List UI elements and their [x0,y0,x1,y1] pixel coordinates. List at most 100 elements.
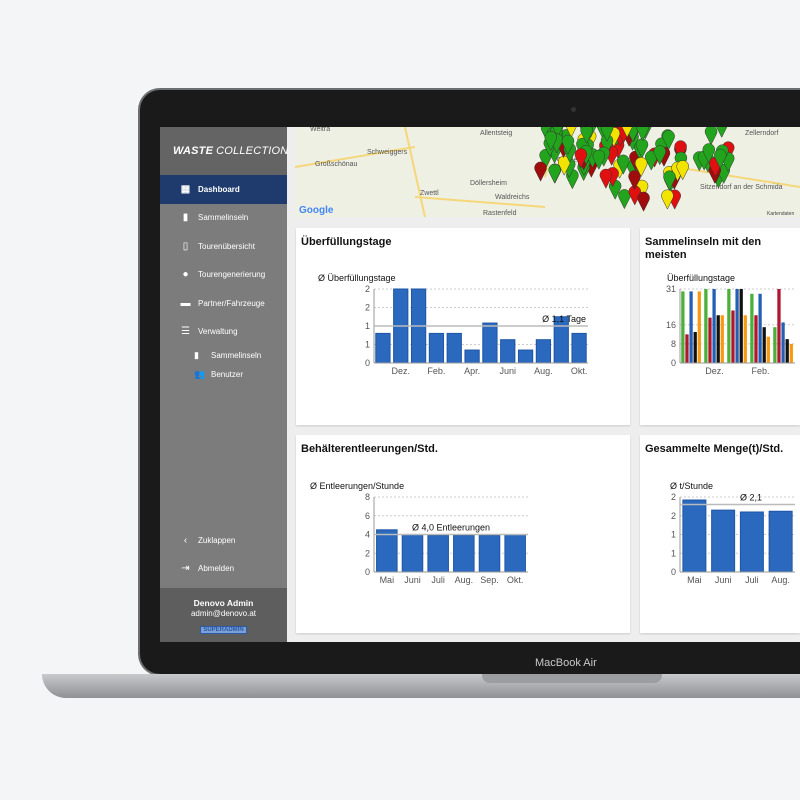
bar [739,511,764,573]
x-tick-label: Juli [745,575,759,585]
map-marker-icon [704,127,718,146]
map-place-label: Greillenstein [557,157,596,164]
camera [571,107,576,112]
average-label: Ø 2,1 [740,493,762,503]
x-tick-label: Feb. [751,366,769,376]
average-label: Ø 1,1 Tage [542,314,586,324]
y-tick-label: 0 [671,358,676,368]
bar [789,343,793,363]
bar [708,317,712,363]
x-tick-label: Okt. [571,366,588,376]
sidebar-item-label: Tourenübersicht [198,241,255,251]
map-road [295,146,416,168]
truck-icon: ▬ [180,297,191,309]
bar [697,291,701,363]
chevron-left-icon: ‹ [183,534,188,546]
bar [781,322,785,363]
x-tick-label: Juni [404,575,421,585]
y-axis-label: Ø Entleerungen/Stunde [310,481,404,491]
bar [401,534,424,573]
y-tick-label: 16 [666,320,676,330]
x-tick-label: Juni [715,575,732,585]
map-marker-icon [552,127,563,138]
map-marker-icon [634,157,648,178]
y-tick-label: 1 [671,548,676,558]
map-marker-icon [548,163,561,184]
sidebar: WASTE COLLECTION ▦ Dashboard ▮ Sammelinseln ▯… [160,127,289,642]
card-top-islands: Sammelinseln mit den meisten Überfüllungs… [640,228,800,425]
map-marker-icon [636,127,649,142]
map-marker-icon [702,143,716,164]
bar [735,289,739,363]
logout-label: Abmelden [198,564,235,574]
collapse-button[interactable]: ‹ Zuklappen [160,526,287,555]
sidebar-subitem-1[interactable]: 👥 Benutzer [160,365,287,384]
bar [427,534,449,573]
sidebar-item-3[interactable]: ● Tourengenerierung [160,261,287,290]
logout-button[interactable]: ⇥ Abmelden [160,555,287,584]
logo-rest: COLLECTION [216,145,289,157]
map-marker-icon [621,127,633,138]
map-place-label: Waldreichs [495,194,530,201]
map-marker-icon [663,170,676,191]
user-panel: Denovo Admin admin@denovo.at SUPERADMIN [160,588,287,642]
sliders-icon: ☰ [181,326,190,338]
map-road [414,196,546,208]
sidebar-item-1[interactable]: ▮ Sammelinseln [160,204,287,233]
map-place-label: Weitra [310,127,330,133]
bar [464,349,480,364]
card-tonnage: Gesammelte Menge(t)/Std. Ø t/Stunde 0 1 1 2 2 M… [640,435,800,633]
bar [693,331,697,363]
x-tick-label: Feb. [427,366,445,376]
collapse-label: Zuklappen [198,535,236,545]
bar [689,291,693,363]
device-label: MacBook Air [535,657,597,669]
sidebar-item-label: Verwaltung [198,327,238,337]
bar [712,289,716,363]
bar [376,529,398,573]
bar [375,332,391,364]
sidebar-item-4[interactable]: ▬ Partner/Fahrzeuge [160,289,287,318]
bar [758,293,762,363]
map-marker-icon [618,189,631,210]
map-marker-icon [534,161,547,182]
y-tick-label: 8 [365,492,370,502]
sidebar-item-5[interactable]: ☰ Verwaltung [160,318,287,347]
bar [731,310,735,363]
sidebar-item-2[interactable]: ▯ Tourenübersicht [160,232,287,261]
y-tick-label: 6 [365,511,370,521]
average-label: Ø 4,0 Entleerungen [412,523,490,533]
sidebar-item-label: Sammelinseln [198,213,249,223]
map[interactable]: Weitra Allentsteig Zellerndorf Schweiggers G… [295,127,800,217]
map-road [674,166,800,188]
card-emptyings: Behälterentleerungen/Std. Ø Entleerungen/… [296,435,630,633]
x-tick-label: Dez. [391,366,410,376]
x-tick-label: Apr. [464,366,480,376]
bar [482,322,498,364]
sidebar-item-label: Tourengenerierung [198,270,266,280]
y-tick-label: 0 [671,567,676,577]
map-marker-icon [653,145,667,166]
map-marker-icon [628,170,641,191]
map-icon: ▯ [182,240,189,252]
bar [750,293,754,363]
map-marker-icon [544,130,558,152]
bar [428,332,445,364]
sidebar-subitem-label: Benutzer [211,370,244,379]
users-icon: 👥 [194,369,206,379]
bar [682,499,707,573]
sidebar-subitem-0[interactable]: ▮ Sammelinseln [160,346,287,365]
x-tick-label: Mai [687,575,702,585]
map-marker-icon [599,168,613,189]
bar [768,510,793,573]
y-tick-label: 2 [365,284,370,294]
y-tick-label: 1 [365,340,370,350]
bar [762,327,766,363]
app-logo[interactable]: WASTE COLLECTION [160,127,289,175]
map-marker-icon [661,189,674,210]
sidebar-item-0[interactable]: ▦ Dashboard [160,175,287,204]
user-name: Denovo Admin [193,598,254,608]
y-tick-label: 2 [365,548,370,558]
bar [478,534,501,573]
bar [766,336,770,363]
